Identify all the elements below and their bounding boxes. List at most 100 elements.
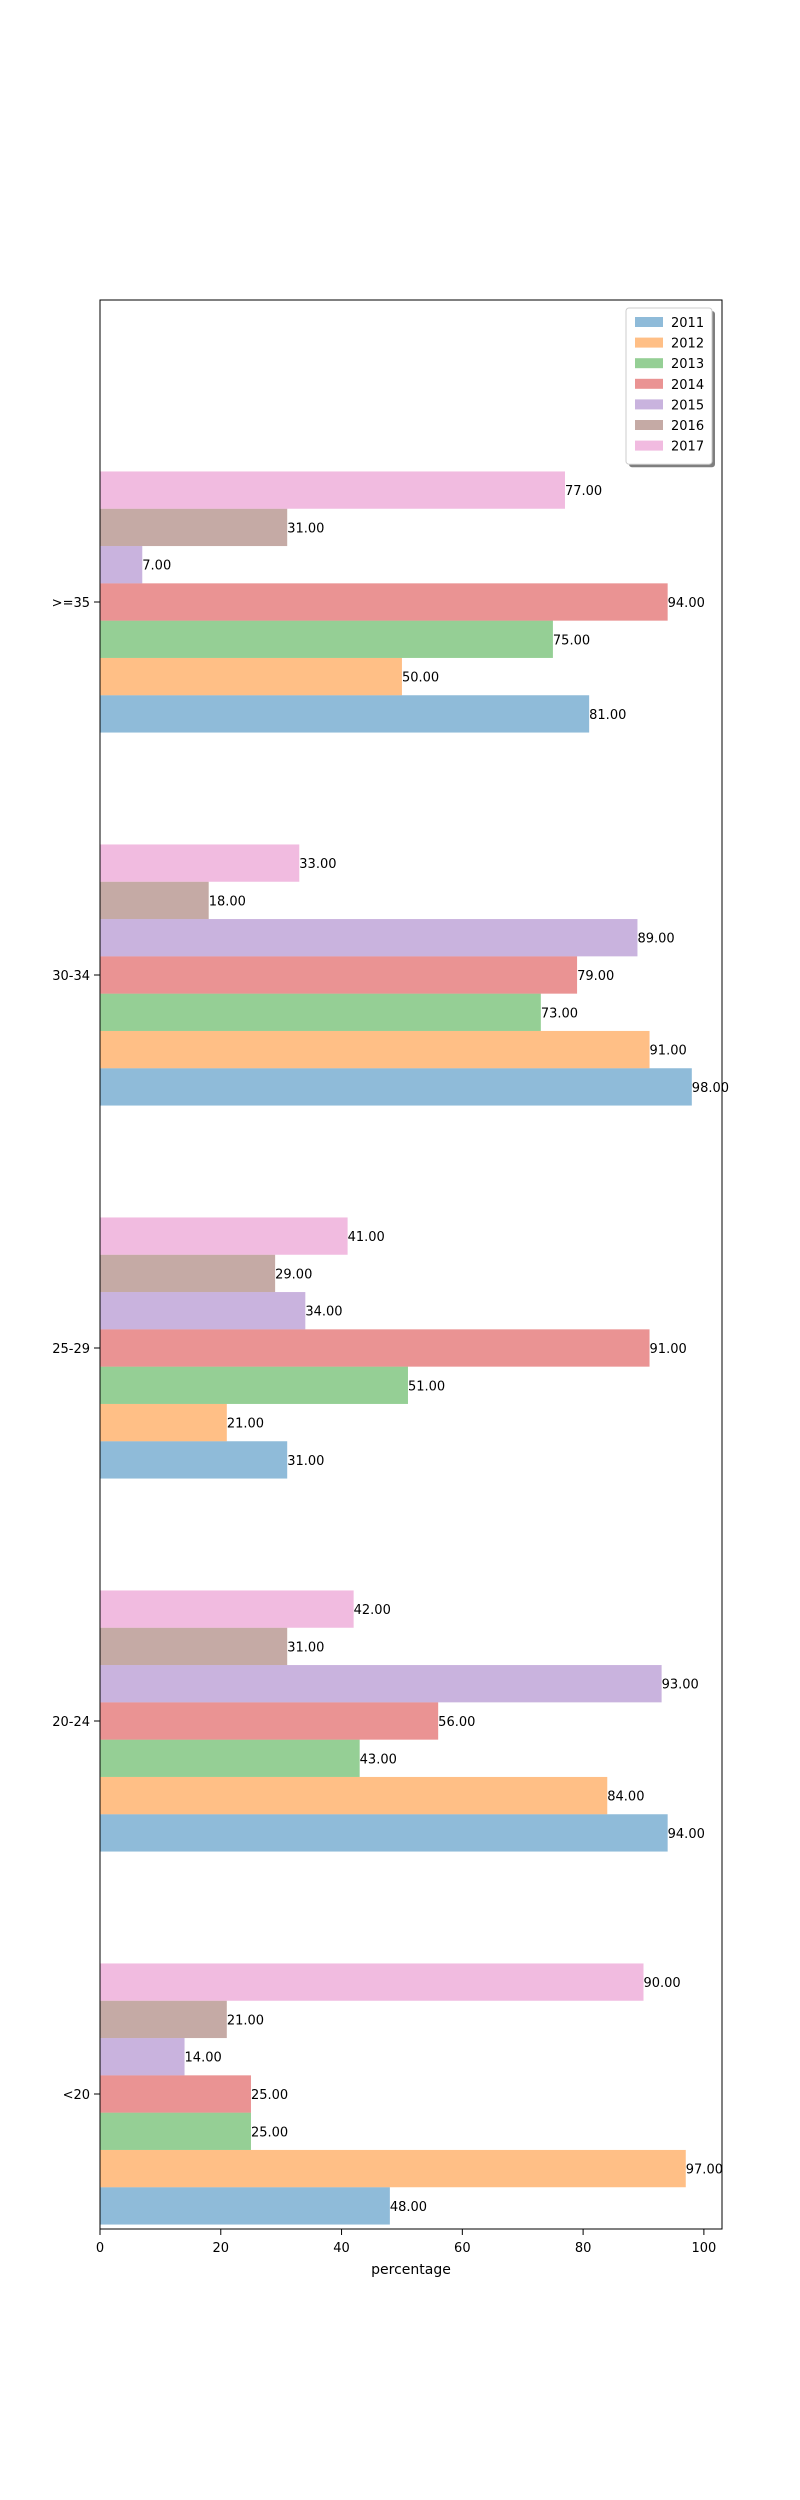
legend-swatch-2016 [635, 420, 663, 430]
bar-2014-<20 [100, 2075, 251, 2113]
data-labels-group: 48.00 97.00 25.00 25.00 14.00 21.00 90.00 94.00… [142, 484, 729, 2215]
legend-swatch-2015 [635, 399, 663, 410]
bar-2013->=35 [100, 620, 553, 658]
data-label-2016-30-34: 18.00 [209, 894, 246, 909]
y-tick-label: 20-24 [52, 1715, 90, 1730]
data-label-2014-20-24: 56.00 [438, 1715, 475, 1730]
data-label-2014->=35: 94.00 [668, 596, 705, 611]
y-axis-ticks: <20 20-24 25-29 30-34 >=35 [52, 596, 100, 2103]
legend-swatch-2013 [635, 358, 663, 369]
bar-2013-30-34 [100, 993, 541, 1031]
data-label-2014-25-29: 91.00 [650, 1342, 687, 1357]
x-tick-label: 40 [333, 2241, 350, 2256]
bar-2011-30-34 [100, 1068, 692, 1106]
x-axis-label: percentage [371, 2262, 451, 2278]
bar-2015-25-29 [100, 1292, 306, 1330]
bar-2015-<20 [100, 2038, 185, 2076]
data-label-2015-20-24: 93.00 [662, 1678, 699, 1693]
bar-2012-<20 [100, 2149, 686, 2188]
data-label-2016-20-24: 31.00 [287, 1640, 324, 1655]
legend-swatch-2012 [635, 337, 663, 348]
data-label-2013->=35: 75.00 [553, 633, 590, 648]
bar-2011-20-24 [100, 1814, 668, 1852]
bar-2016->=35 [100, 508, 288, 547]
bar-2014-30-34 [100, 956, 578, 994]
bar-2012-20-24 [100, 1776, 608, 1815]
bar-2014->=35 [100, 583, 668, 621]
data-label-2011-30-34: 98.00 [692, 1081, 729, 1096]
x-tick-label: 80 [575, 2241, 592, 2256]
legend-label-2013: 2013 [671, 357, 704, 372]
bar-2014-20-24 [100, 1702, 439, 1740]
data-label-2017-30-34: 33.00 [299, 857, 336, 872]
legend-label-2011: 2011 [671, 316, 704, 331]
bar-2016-25-29 [100, 1254, 276, 1293]
bar-2013-<20 [100, 2112, 251, 2150]
data-label-2015-30-34: 89.00 [637, 932, 674, 947]
bar-2017-20-24 [100, 1590, 354, 1628]
data-label-2017-25-29: 41.00 [348, 1230, 385, 1245]
data-label-2016-<20: 21.00 [227, 2013, 264, 2028]
data-label-2013-20-24: 43.00 [360, 1752, 397, 1767]
bar-2016-20-24 [100, 1627, 288, 1666]
data-label-2016-25-29: 29.00 [275, 1267, 312, 1282]
y-tick-label: >=35 [52, 596, 90, 611]
bar-2011-25-29 [100, 1441, 288, 1479]
data-label-2012-30-34: 91.00 [650, 1044, 687, 1059]
legend-label-2017: 2017 [671, 440, 704, 455]
data-label-2013-25-29: 51.00 [408, 1379, 445, 1394]
y-tick-label: 25-29 [52, 1342, 90, 1357]
bar-2013-20-24 [100, 1739, 360, 1777]
y-tick-label: 30-34 [52, 969, 90, 984]
x-tick-label: 100 [691, 2241, 716, 2256]
bar-2017-30-34 [100, 844, 300, 882]
legend: 2011 2012 2013 2014 2015 2016 2017 [625, 307, 715, 468]
bars-group [100, 471, 692, 2225]
bar-2012-30-34 [100, 1030, 650, 1069]
bar-2015-30-34 [100, 919, 638, 957]
bar-2012->=35 [100, 657, 402, 696]
bar-2011-<20 [100, 2187, 390, 2225]
legend-swatch-2017 [635, 440, 663, 451]
data-label-2017-20-24: 42.00 [354, 1603, 391, 1618]
x-tick-label: 0 [96, 2241, 104, 2256]
data-label-2011-<20: 48.00 [390, 2200, 427, 2215]
data-label-2017->=35: 77.00 [565, 484, 602, 499]
bar-2015->=35 [100, 546, 143, 584]
bar-2015-20-24 [100, 1665, 662, 1703]
data-label-2015->=35: 7.00 [142, 559, 171, 574]
x-axis-ticks: 0 20 40 60 80 100 [96, 2229, 716, 2256]
bar-2012-25-29 [100, 1403, 227, 1442]
data-label-2015-<20: 14.00 [185, 2051, 222, 2066]
data-label-2014-30-34: 79.00 [577, 969, 614, 984]
y-tick-label: <20 [63, 2088, 90, 2103]
bar-2017-25-29 [100, 1217, 348, 1255]
data-label-2012-25-29: 21.00 [227, 1417, 264, 1432]
data-label-2017-<20: 90.00 [643, 1976, 680, 1991]
legend-label-2014: 2014 [671, 378, 704, 393]
legend-label-2012: 2012 [671, 337, 704, 352]
data-label-2011-20-24: 94.00 [668, 1827, 705, 1842]
bar-2016-30-34 [100, 881, 209, 920]
bar-2016-<20 [100, 2000, 227, 2039]
legend-label-2016: 2016 [671, 419, 704, 434]
data-label-2013-30-34: 73.00 [541, 1006, 578, 1021]
x-tick-label: 60 [454, 2241, 471, 2256]
x-tick-label: 20 [213, 2241, 230, 2256]
data-label-2011-25-29: 31.00 [287, 1454, 324, 1469]
data-label-2012-20-24: 84.00 [607, 1790, 644, 1805]
legend-label-2015: 2015 [671, 398, 704, 413]
bar-2011->=35 [100, 695, 590, 733]
data-label-2016->=35: 31.00 [287, 521, 324, 536]
data-label-2012->=35: 50.00 [402, 671, 439, 686]
data-label-2014-<20: 25.00 [251, 2088, 288, 2103]
data-label-2015-25-29: 34.00 [305, 1305, 342, 1320]
legend-swatch-2014 [635, 378, 663, 389]
data-label-2013-<20: 25.00 [251, 2125, 288, 2140]
bar-2013-25-29 [100, 1366, 408, 1404]
bar-2017-<20 [100, 1963, 644, 2001]
legend-swatch-2011 [635, 317, 663, 327]
bar-2017->=35 [100, 471, 565, 509]
bar-2014-25-29 [100, 1329, 650, 1367]
